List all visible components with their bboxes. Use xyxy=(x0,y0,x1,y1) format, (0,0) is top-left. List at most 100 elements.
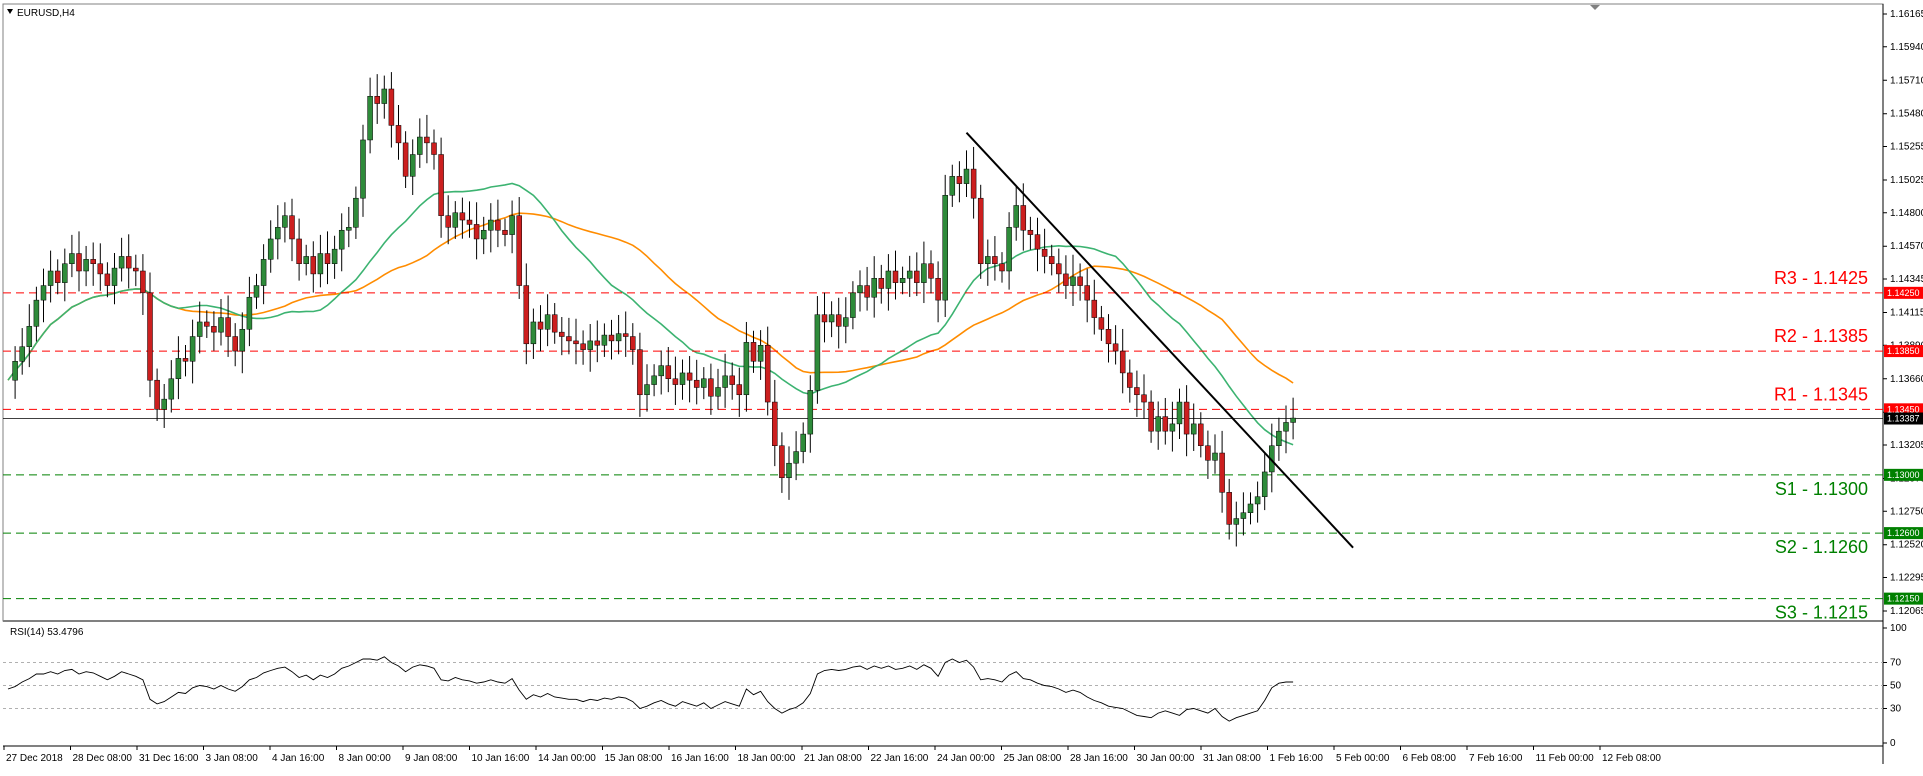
chart-shift-icon[interactable] xyxy=(1590,5,1600,10)
candle-bearish xyxy=(232,336,238,352)
candle-bullish xyxy=(218,317,224,333)
candle-bullish xyxy=(857,285,863,294)
candle-bearish xyxy=(999,263,1005,272)
candle-bullish xyxy=(260,259,267,286)
candle-bullish xyxy=(282,215,288,228)
candle-bearish xyxy=(1091,299,1098,318)
price-tick-label: 1.14800 xyxy=(1890,208,1923,219)
candle-bearish xyxy=(1048,256,1055,264)
time-tick-label: 6 Feb 08:00 xyxy=(1403,753,1457,764)
price-tick-label: 1.12065 xyxy=(1890,606,1923,617)
price-tick-label: 1.13205 xyxy=(1890,440,1923,451)
candle-bearish xyxy=(537,321,544,330)
candle-bullish xyxy=(353,197,359,228)
candle-bullish xyxy=(715,387,721,397)
time-tick-label: 12 Feb 08:00 xyxy=(1602,753,1661,764)
candle-bearish xyxy=(459,212,466,221)
candle-bearish xyxy=(289,215,295,240)
candle-bearish xyxy=(523,285,530,345)
candle-bullish xyxy=(161,398,167,410)
candle-bullish xyxy=(587,340,593,350)
candle-bearish xyxy=(1056,263,1062,275)
price-tag-bg xyxy=(1884,286,1923,299)
price-tick-label: 1.15025 xyxy=(1890,175,1923,186)
candle-bearish xyxy=(76,253,82,272)
candle-bullish xyxy=(360,139,366,199)
candle-bearish xyxy=(594,340,601,346)
candle-bullish xyxy=(1276,430,1282,446)
price-tick-label: 1.14570 xyxy=(1890,241,1923,252)
candle-bullish xyxy=(1247,503,1254,513)
candle-bearish xyxy=(431,142,437,155)
price-tag: 1.13450 xyxy=(1887,404,1920,414)
candle-bearish xyxy=(1141,394,1147,403)
candle-bearish xyxy=(54,270,61,283)
candle-bearish xyxy=(878,278,885,289)
resistance-level-label: R2 - 1.1385 xyxy=(1774,326,1868,346)
candle-bearish xyxy=(1112,343,1119,352)
candle-bearish xyxy=(1084,285,1090,301)
resistance-level-label: R1 - 1.1345 xyxy=(1774,384,1868,404)
candle-bullish xyxy=(644,384,650,396)
candle-bearish xyxy=(1162,416,1169,432)
support-level-label: S2 - 1.1260 xyxy=(1775,537,1868,557)
candle-bullish xyxy=(47,270,54,286)
rsi-line xyxy=(7,656,1294,722)
candle-bearish xyxy=(1198,423,1204,446)
time-tick-label: 11 Feb 00:00 xyxy=(1536,753,1595,764)
price-tag: 1.13000 xyxy=(1887,470,1920,480)
candle-bearish xyxy=(1063,273,1069,286)
price-tick-label: 1.12295 xyxy=(1890,573,1923,584)
candle-bearish xyxy=(914,270,920,283)
candle-bearish xyxy=(665,365,672,380)
symbol-dropdown-icon[interactable] xyxy=(7,9,13,14)
candle-bearish xyxy=(630,336,636,350)
time-tick-label: 28 Dec 08:00 xyxy=(73,753,133,764)
time-tick-label: 16 Jan 16:00 xyxy=(671,753,729,764)
candle-bullish xyxy=(544,314,551,330)
candle-bearish xyxy=(928,263,934,279)
candle-bullish xyxy=(530,321,537,345)
candle-bullish xyxy=(275,227,281,240)
candle-bullish xyxy=(1169,423,1176,432)
candle-bearish xyxy=(473,224,480,240)
candle-bearish xyxy=(551,314,558,333)
time-tick-label: 30 Jan 00:00 xyxy=(1137,753,1195,764)
support-level-label: S3 - 1.1215 xyxy=(1775,603,1868,623)
candle-bullish xyxy=(303,256,309,264)
candle-bullish xyxy=(267,238,274,260)
candle-bullish xyxy=(885,270,892,289)
price-tag-bg xyxy=(1884,345,1923,358)
candle-bearish xyxy=(708,378,714,397)
candle-bearish xyxy=(559,331,565,337)
moving-average-fast xyxy=(7,182,1294,446)
candle-bearish xyxy=(1119,350,1126,374)
candle-bearish xyxy=(466,219,473,225)
candle-bearish xyxy=(779,445,785,479)
candle-bearish xyxy=(1148,401,1154,432)
candle-bullish xyxy=(601,334,608,346)
candle-bullish xyxy=(942,195,948,301)
trendline[interactable] xyxy=(965,131,1354,549)
candle-bullish xyxy=(1290,417,1296,423)
time-tick-label: 31 Jan 08:00 xyxy=(1203,753,1261,764)
candle-bullish xyxy=(985,256,991,264)
candle-bearish xyxy=(324,253,331,264)
time-tick-label: 18 Jan 00:00 xyxy=(738,753,796,764)
candle-bearish xyxy=(140,270,146,294)
candle-bullish xyxy=(1212,452,1218,461)
time-tick-label: 5 Feb 00:00 xyxy=(1336,753,1390,764)
candle-bearish xyxy=(310,256,317,275)
candle-bullish xyxy=(509,215,515,235)
price-tag-bg xyxy=(1884,468,1923,481)
candle-bullish xyxy=(807,390,814,435)
candle-bullish xyxy=(1190,423,1197,435)
candle-bearish xyxy=(204,321,210,327)
candle-bearish xyxy=(502,229,508,235)
time-tick-label: 21 Jan 08:00 xyxy=(804,753,862,764)
time-tick-label: 24 Jan 00:00 xyxy=(937,753,995,764)
time-tick-label: 10 Jan 16:00 xyxy=(472,753,530,764)
candle-bearish xyxy=(495,219,501,231)
candle-bearish xyxy=(225,317,231,337)
